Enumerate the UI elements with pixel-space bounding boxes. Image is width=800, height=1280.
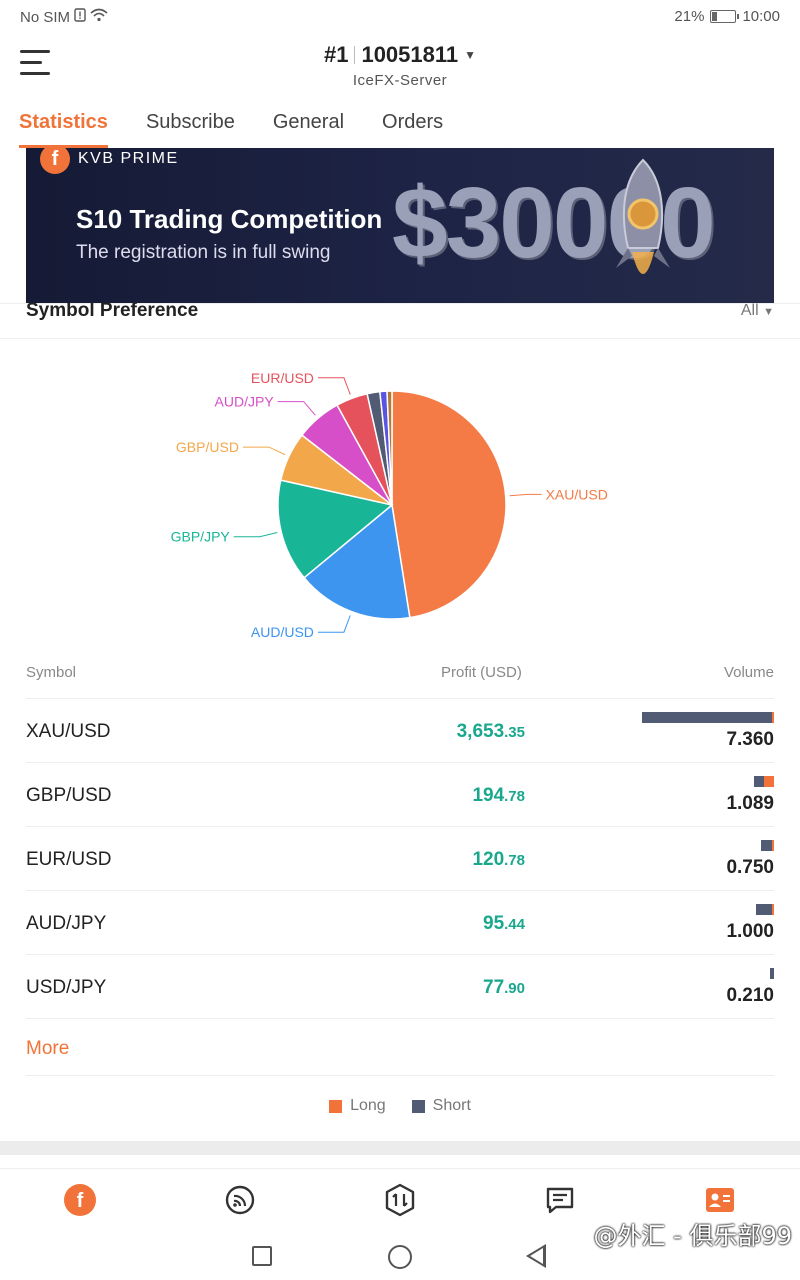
brand-name: KVB PRIME xyxy=(78,150,179,167)
header-profit: Profit (USD) xyxy=(441,664,522,681)
legend-long: Long xyxy=(329,1097,386,1115)
table-row[interactable]: XAU/USD 3,653.35 7.360 xyxy=(26,698,774,762)
row-volume: 0.750 xyxy=(726,857,774,878)
battery-icon xyxy=(710,10,740,23)
volume-bar xyxy=(761,840,774,851)
promo-banner[interactable]: f KVB PRIME S10 Trading Competition The … xyxy=(26,148,774,303)
row-symbol: GBP/USD xyxy=(26,785,112,806)
tab-orders[interactable]: Orders xyxy=(382,111,444,133)
recent-apps-icon[interactable] xyxy=(252,1246,272,1266)
banner-subtitle: The registration is in full swing xyxy=(76,242,331,263)
table-row[interactable]: USD/JPY 77.90 0.210 xyxy=(26,954,774,1018)
volume-bar xyxy=(756,904,774,915)
tab-subscribe[interactable]: Subscribe xyxy=(145,111,235,133)
row-profit: 77.90 xyxy=(483,977,525,998)
pie-label-leader xyxy=(277,401,316,416)
tab-statistics[interactable]: Statistics xyxy=(19,98,108,148)
legend-swatch-short xyxy=(411,1099,425,1113)
pie-label: AUD/USD xyxy=(251,624,314,640)
clock: 10:00 xyxy=(742,8,780,25)
pie-label: GBP/USD xyxy=(176,439,239,455)
account-selector[interactable]: #1 10051811 ▼ IceFX-Server xyxy=(0,42,800,89)
row-profit: 3,653.35 xyxy=(456,721,525,742)
bottom-nav: f xyxy=(0,1168,800,1230)
banner-title: S10 Trading Competition xyxy=(76,204,383,234)
status-bar: No SIM 21% 10:00 xyxy=(0,0,800,34)
rocket-icon xyxy=(616,158,670,274)
profile-card-icon[interactable] xyxy=(700,1180,740,1220)
legend-short: Short xyxy=(411,1097,471,1115)
row-symbol: XAU/USD xyxy=(26,721,111,742)
pie-label-leader xyxy=(242,446,286,456)
symbol-pie-chart: XAU/USD AUD/USD GBP/JPY GBP/USD AUD/JPY EUR/U… xyxy=(0,360,800,650)
table-header: Symbol Profit (USD) Volume xyxy=(26,664,774,684)
row-profit: 95.44 xyxy=(483,913,525,934)
row-volume: 0.210 xyxy=(726,985,774,1006)
table-row[interactable]: EUR/USD 120.78 0.750 xyxy=(26,826,774,890)
volume-bar xyxy=(754,776,774,787)
watermark-text: @外汇 - 俱乐部99 xyxy=(593,1222,792,1250)
row-symbol: EUR/USD xyxy=(26,849,112,870)
system-nav-bar xyxy=(0,1232,800,1280)
server-name: IceFX-Server xyxy=(352,72,448,89)
hamburger-menu-icon[interactable] xyxy=(20,50,50,78)
legend-swatch-long xyxy=(329,1099,343,1113)
table-row[interactable]: GBP/USD 194.78 1.089 xyxy=(26,762,774,826)
dropdown-caret-icon[interactable]: ▼ xyxy=(464,48,477,62)
filter-value: All xyxy=(740,302,759,319)
home-button-icon[interactable] xyxy=(388,1245,412,1269)
section-title: Symbol Preference xyxy=(26,300,199,321)
row-symbol: AUD/JPY xyxy=(26,913,107,934)
account-rank: #1 xyxy=(323,42,349,67)
pie-slice[interactable] xyxy=(386,390,393,506)
row-profit: 194.78 xyxy=(472,785,525,806)
pie-slice[interactable] xyxy=(303,503,411,620)
symbol-table: XAU/USD 3,653.35 7.360 GBP/USD 194.78 1.… xyxy=(26,698,774,1018)
signal-icon[interactable] xyxy=(220,1180,260,1220)
account-id: 10051811 xyxy=(361,42,459,67)
row-volume: 1.089 xyxy=(726,793,774,814)
pie-label-leader xyxy=(317,377,351,395)
row-volume: 7.360 xyxy=(726,729,774,750)
pie-chart-svg: XAU/USD AUD/USD GBP/JPY GBP/USD AUD/JPY EUR/U… xyxy=(171,370,608,640)
volume-legend: Long Short xyxy=(0,1097,800,1115)
pie-label-leader xyxy=(509,493,542,497)
pie-label: AUD/JPY xyxy=(215,394,275,410)
tab-general[interactable]: General xyxy=(272,111,345,133)
carrier-label: No SIM xyxy=(20,8,71,26)
pie-label-leader xyxy=(317,615,351,633)
brand-f-icon: f xyxy=(40,148,70,174)
table-row[interactable]: AUD/JPY 95.44 1.000 xyxy=(26,890,774,954)
brand-logo: f KVB PRIME xyxy=(40,148,179,174)
filter-dropdown[interactable]: All ▼ xyxy=(741,302,774,320)
pie-label: XAU/USD xyxy=(546,486,608,502)
pie-label: GBP/JPY xyxy=(171,529,231,545)
message-icon[interactable] xyxy=(540,1180,580,1220)
pie-label: EUR/USD xyxy=(251,370,314,386)
pie-label-leader xyxy=(233,532,278,538)
battery-percent: 21% xyxy=(674,8,705,25)
header-volume: Volume xyxy=(723,664,774,681)
svg-text:f: f xyxy=(77,1190,84,1212)
row-symbol: USD/JPY xyxy=(26,977,107,998)
dropdown-caret-icon: ▼ xyxy=(763,306,774,318)
more-link[interactable]: More xyxy=(26,1038,70,1059)
home-logo-icon[interactable]: f xyxy=(60,1180,100,1220)
pie-slice[interactable] xyxy=(277,479,394,579)
header-symbol: Symbol xyxy=(26,664,77,681)
pie-slice[interactable] xyxy=(391,390,507,619)
sim-alert-icon xyxy=(74,8,86,26)
volume-bar xyxy=(770,968,774,979)
tab-bar: Statistics Subscribe General Orders xyxy=(0,98,800,148)
volume-bar xyxy=(642,712,774,723)
row-volume: 1.000 xyxy=(726,921,774,942)
app-header: #1 10051811 ▼ IceFX-Server xyxy=(0,34,800,98)
trade-icon[interactable] xyxy=(380,1180,420,1220)
wifi-icon xyxy=(90,8,108,26)
row-profit: 120.78 xyxy=(472,849,525,870)
